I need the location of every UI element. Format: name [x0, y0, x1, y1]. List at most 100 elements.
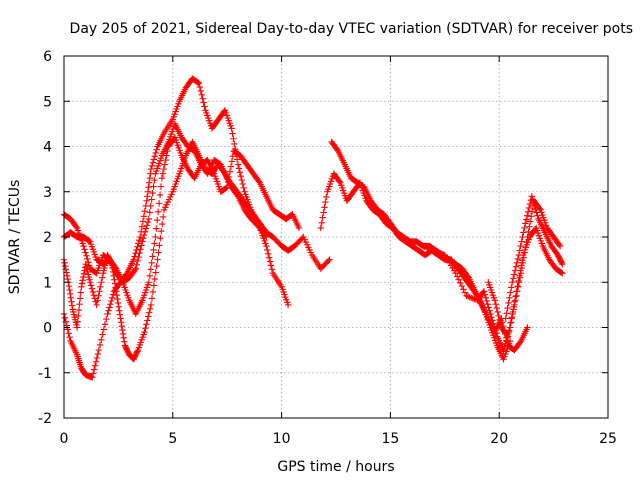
- data-point: [93, 301, 100, 309]
- data-point: [99, 274, 106, 281]
- data-point: [145, 279, 153, 286]
- data-point: [114, 295, 121, 303]
- data-point: [429, 246, 436, 254]
- data-point: [514, 288, 521, 295]
- data-point: [136, 249, 143, 257]
- data-point: [433, 248, 441, 256]
- data-point: [146, 209, 153, 216]
- data-point: [486, 307, 493, 314]
- data-point: [98, 336, 105, 343]
- data-point: [114, 299, 122, 307]
- data-point: [84, 255, 91, 263]
- data-point: [143, 197, 150, 204]
- chart-title: Day 205 of 2021, Sidereal Day-to-day VTE…: [70, 21, 633, 37]
- data-point: [153, 146, 160, 153]
- data-point: [66, 286, 73, 294]
- data-point: [82, 249, 89, 256]
- data-point: [116, 307, 123, 314]
- data-point: [521, 249, 528, 256]
- data-point: [422, 244, 430, 251]
- data-point: [496, 316, 503, 323]
- data-point: [153, 225, 160, 232]
- data-point: [457, 279, 464, 287]
- data-point: [506, 337, 514, 345]
- data-point: [130, 256, 137, 263]
- data-point: [516, 247, 523, 254]
- data-point: [119, 330, 127, 338]
- data-point: [323, 193, 330, 201]
- data-point: [528, 193, 536, 200]
- data-point: [75, 306, 83, 314]
- y-tick-label: -1: [38, 366, 52, 382]
- data-point: [148, 259, 155, 267]
- data-point: [147, 266, 154, 273]
- data-point: [512, 263, 520, 270]
- data-point: [240, 184, 247, 192]
- data-point: [517, 242, 524, 250]
- data-point: [94, 297, 101, 304]
- data-point: [121, 338, 128, 345]
- data-point: [139, 218, 147, 225]
- data-point: [424, 244, 431, 252]
- data-point: [480, 288, 488, 295]
- data-point: [87, 282, 95, 289]
- data-point: [149, 253, 156, 260]
- data-point: [146, 174, 153, 182]
- data-point: [144, 193, 151, 200]
- data-point: [162, 156, 169, 164]
- data-point: [147, 202, 154, 210]
- data-point: [146, 272, 153, 279]
- data-point: [155, 249, 162, 256]
- data-point: [89, 288, 97, 296]
- data-point: [148, 162, 156, 170]
- data-point: [509, 310, 516, 318]
- data-point: [76, 295, 84, 302]
- data-point: [88, 285, 96, 292]
- data-point: [155, 200, 163, 207]
- data-point: [507, 289, 514, 296]
- data-point: [108, 294, 116, 301]
- data-point: [150, 246, 157, 254]
- data-point: [61, 314, 69, 322]
- y-axis-label: SDTVAR / TECUs: [7, 180, 23, 295]
- data-point: [158, 174, 166, 182]
- data-point: [137, 246, 144, 253]
- data-point: [136, 237, 143, 244]
- data-point: [510, 271, 518, 278]
- data-point: [483, 297, 490, 305]
- data-point: [419, 242, 427, 250]
- data-point: [159, 170, 167, 177]
- data-point: [513, 292, 520, 300]
- data-point: [556, 242, 564, 250]
- data-point: [555, 241, 563, 248]
- data-point: [113, 288, 120, 295]
- data-point: [112, 284, 119, 291]
- data-point: [62, 262, 69, 270]
- data-point: [159, 213, 167, 221]
- data-point: [118, 323, 126, 330]
- data-point: [267, 262, 275, 269]
- data-point: [494, 308, 501, 316]
- x-tick-label: 20: [490, 431, 508, 447]
- data-point: [452, 270, 459, 277]
- data-point: [522, 244, 529, 251]
- axis-ticks: [63, 55, 609, 419]
- data-point: [113, 291, 121, 299]
- data-point: [116, 311, 124, 318]
- data-point: [236, 169, 244, 176]
- y-tick-label: 5: [43, 94, 52, 110]
- data-point: [513, 259, 521, 267]
- data-point: [318, 219, 325, 226]
- data-point: [491, 326, 499, 334]
- data-point: [230, 135, 237, 142]
- data-point: [61, 259, 68, 267]
- data-point: [147, 165, 155, 173]
- data-point: [514, 255, 522, 263]
- data-point: [141, 207, 149, 215]
- data-point: [522, 220, 529, 227]
- data-point: [154, 208, 162, 215]
- data-point: [484, 301, 491, 308]
- data-point: [140, 213, 148, 220]
- data-point: [154, 256, 161, 263]
- data-point: [141, 328, 148, 336]
